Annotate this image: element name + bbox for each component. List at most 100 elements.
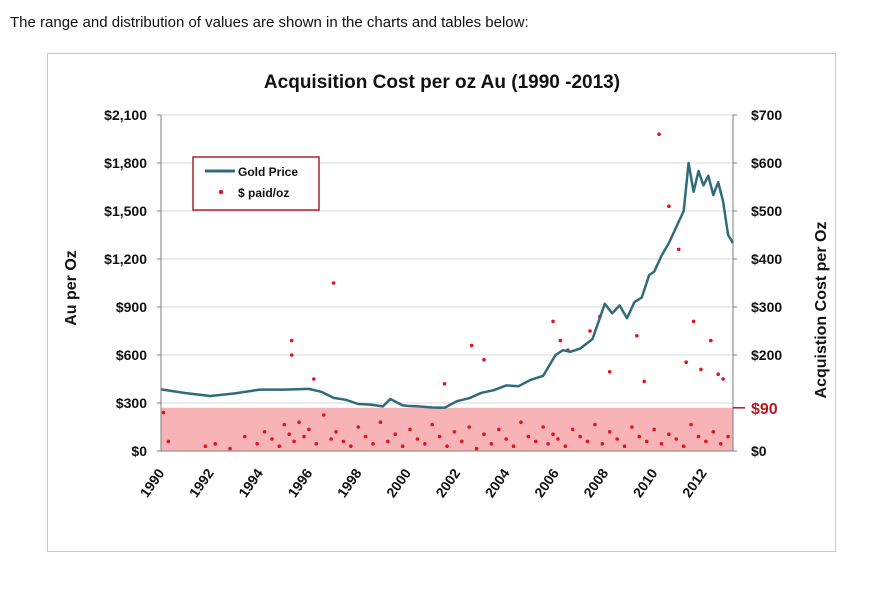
legend-dot-icon: [218, 189, 224, 195]
y-tick-1-800: $1,800: [104, 155, 147, 171]
dot-point: [607, 430, 612, 434]
dot-point: [437, 434, 442, 439]
y-tick-1-500: $1,500: [104, 203, 147, 219]
dot-point: [709, 338, 713, 343]
dot-point: [556, 437, 560, 441]
legend: Gold Price $ paid/oz: [192, 156, 320, 211]
dot-point: [423, 442, 427, 446]
dot-point: [652, 427, 656, 432]
dot-point: [676, 247, 681, 252]
dot-point: [637, 434, 642, 439]
dot-point: [363, 434, 368, 439]
dot-point: [292, 439, 296, 444]
dot-point: [467, 425, 471, 429]
dot-point: [243, 434, 247, 439]
intro-text: The range and distribution of values are…: [10, 14, 529, 31]
dot-point: [635, 334, 639, 338]
dot-point: [511, 444, 516, 449]
x-tick-2000: 2000: [383, 465, 414, 500]
dot-point: [726, 434, 730, 439]
y2-tick-0: $0: [751, 443, 767, 459]
dot-point: [684, 360, 688, 365]
dot-point: [430, 422, 435, 427]
dot-point: [667, 432, 671, 437]
dot-point: [642, 379, 647, 384]
x-tick-2002: 2002: [432, 465, 463, 500]
dot-point: [262, 430, 267, 434]
dot-point: [469, 343, 474, 348]
y-axis-label: Au per Oz: [63, 250, 80, 326]
dot-point: [519, 420, 523, 425]
dot-point: [161, 410, 166, 415]
dot-point: [546, 442, 550, 446]
dot-point: [674, 437, 679, 441]
dot-point: [711, 430, 716, 434]
dot-point: [691, 319, 696, 324]
x-tick-1990: 1990: [136, 465, 167, 500]
dot-point: [329, 437, 333, 441]
dot-point: [331, 281, 336, 285]
dot-point: [541, 425, 545, 429]
dot-point: [482, 358, 486, 362]
dot-point: [699, 367, 703, 372]
legend-entry-gold-price: Gold Price: [238, 165, 298, 179]
dot-point: [593, 422, 597, 427]
dot-point: [349, 444, 353, 449]
dot-point: [452, 430, 457, 434]
dot-point: [716, 372, 721, 377]
dot-point: [570, 427, 575, 432]
dot-point: [474, 446, 479, 451]
x-tick-2012: 2012: [679, 465, 710, 500]
dot-point: [277, 444, 282, 449]
y-tick-1-200: $1,200: [104, 251, 147, 267]
dot-point: [504, 437, 508, 441]
chart-title: Acquisition Cost per oz Au (1990 -2013): [264, 72, 620, 93]
x-tick-1994: 1994: [235, 465, 266, 500]
dot-point: [551, 319, 555, 324]
dot-point: [378, 420, 383, 425]
y-tick-300: $300: [116, 395, 147, 411]
dot-point: [563, 444, 568, 449]
dot-point: [297, 420, 301, 425]
y-tick-600: $600: [116, 347, 147, 363]
dot-point: [213, 442, 218, 446]
dot-point: [282, 422, 287, 427]
dot-point: [578, 434, 582, 439]
chart-frame: [47, 53, 836, 552]
dot-point: [371, 442, 375, 446]
scatter-series-paid-per-oz: [161, 132, 730, 451]
dot-point: [166, 439, 171, 444]
dot-point: [689, 422, 693, 427]
x-tick-2004: 2004: [482, 465, 513, 500]
dot-point: [289, 338, 294, 343]
legend-box: [192, 156, 320, 211]
y-tick-0: $0: [131, 443, 147, 459]
dot-point: [630, 425, 634, 429]
dot-point: [415, 437, 420, 441]
dot-point: [615, 437, 619, 441]
dot-point: [445, 444, 449, 449]
x-tick-2008: 2008: [580, 465, 611, 500]
dot-point: [526, 434, 531, 439]
dot-point: [588, 329, 592, 333]
dot-point: [644, 439, 649, 444]
y2-tick-200: $200: [751, 347, 782, 363]
dot-point: [558, 338, 563, 343]
dot-point: [321, 413, 326, 417]
line-series-gold-price: [160, 161, 735, 410]
dot-point: [255, 442, 259, 446]
y2-tick-500: $500: [751, 203, 782, 219]
y2-tick-700: $700: [751, 107, 782, 123]
dot-point: [600, 442, 605, 446]
dot-point: [341, 439, 346, 444]
dot-point: [459, 439, 464, 444]
dot-point: [442, 382, 447, 386]
dot-point: [408, 427, 412, 432]
dot-point: [400, 444, 405, 449]
dot-point: [659, 442, 664, 446]
axes: [160, 115, 734, 452]
dot-point: [314, 442, 319, 446]
y2-tick-90-dollars: $90: [751, 401, 778, 418]
y2-axis-label: Acquistion Cost per Oz: [813, 222, 830, 399]
